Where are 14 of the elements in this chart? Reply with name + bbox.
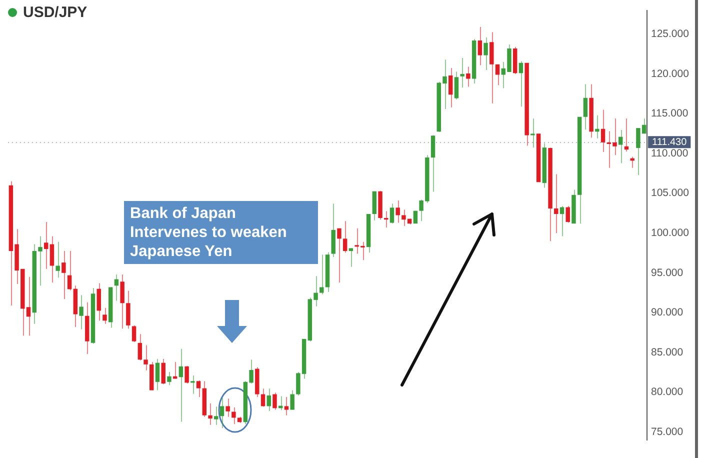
chart-title: USD/JPY bbox=[23, 4, 88, 21]
ref-line-label: 111.430 bbox=[652, 136, 688, 148]
y-tick-label: 105.000 bbox=[651, 187, 690, 200]
y-tick-label: 90.000 bbox=[651, 306, 684, 319]
y-tick-label: 85.000 bbox=[651, 346, 684, 358]
y-tick-label: 120.000 bbox=[651, 68, 690, 80]
y-tick-label: 100.000 bbox=[651, 227, 690, 239]
y-tick-label: 80.000 bbox=[651, 386, 684, 398]
y-tick-label: 125.000 bbox=[651, 28, 690, 40]
y-tick-label: 110.000 bbox=[651, 147, 688, 160]
y-tick-label: 95.000 bbox=[651, 266, 684, 279]
y-tick-label: 75.000 bbox=[651, 426, 684, 438]
y-tick-label: 115.000 bbox=[651, 108, 688, 120]
annotation: Bank of Japan Intervenes to weaken Japanese Yen bbox=[124, 201, 318, 264]
